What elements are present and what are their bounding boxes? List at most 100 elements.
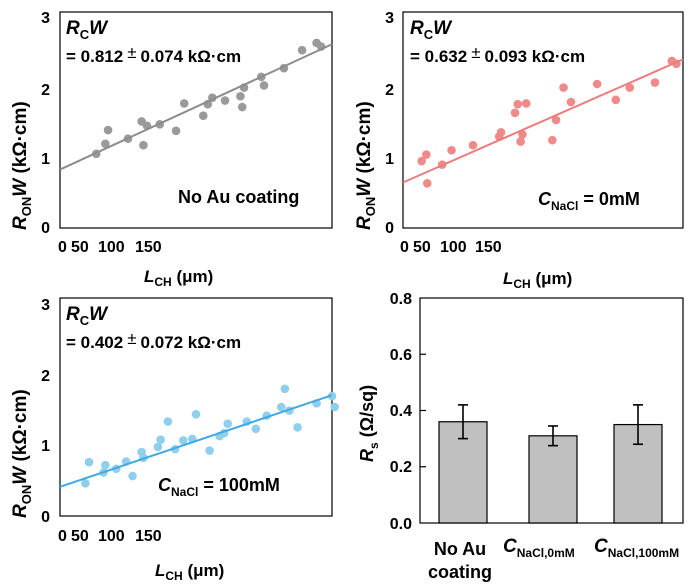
panel-bottom-left: 0 1 2 3 0 50 100 150 LCH (μm) RONW (kΩ·c…	[10, 297, 340, 583]
data-point	[163, 417, 173, 426]
y-tick: 1	[41, 438, 50, 455]
data-point	[625, 83, 635, 92]
y-tick: 0	[41, 509, 50, 526]
y-axis-label: RONW (kΩ·cm)	[10, 101, 34, 230]
x-tick: 100	[98, 528, 125, 545]
data-point	[276, 402, 286, 412]
data-point	[496, 127, 506, 137]
data-point	[103, 125, 113, 135]
data-point	[551, 115, 561, 125]
panel-bottom-right: 0.0 0.2 0.4 0.6 0.8 Rs (Ω/sq) No Au coat…	[357, 291, 684, 582]
x-tick: 100	[440, 239, 467, 256]
panel-top-left: 0 1 2 3 0 50 100 150 LCH (μm) RONW (kΩ·c…	[10, 10, 333, 289]
data-point	[128, 471, 137, 481]
rc-annotation-value: = 0.632 ±0.093 kΩ·cm	[410, 43, 585, 66]
y-tick: 0.6	[390, 347, 412, 364]
data-point	[417, 156, 426, 166]
y-axis-label: RONW (kΩ·cm)	[10, 389, 34, 518]
rc-annotation-label: RCW	[66, 304, 109, 328]
x-tick: 150	[135, 528, 162, 545]
x-tick: 0	[400, 239, 409, 256]
y-tick: 2	[41, 82, 50, 99]
scatter-points	[417, 56, 681, 188]
y-tick: 0.8	[390, 291, 412, 308]
data-point	[468, 140, 478, 150]
data-point	[650, 78, 660, 87]
data-point	[297, 45, 307, 55]
rc-annotation-label: RCW	[66, 18, 109, 42]
data-point	[179, 99, 189, 108]
data-point	[205, 446, 214, 455]
plot-frame	[59, 11, 333, 229]
y-tick: 1	[41, 151, 50, 168]
data-point	[179, 436, 188, 445]
y-tick: 2	[385, 82, 394, 99]
data-point	[611, 95, 621, 105]
data-point	[521, 99, 531, 108]
data-point	[153, 442, 163, 452]
bars	[438, 404, 663, 524]
data-point	[516, 137, 525, 146]
y-tick: 0	[41, 220, 50, 237]
plot-frame	[402, 11, 684, 229]
y-tick: 0.2	[390, 459, 412, 476]
data-point	[237, 102, 247, 112]
y-tick: 2	[41, 368, 50, 385]
bar	[528, 435, 578, 524]
data-point	[592, 79, 602, 89]
data-point	[447, 145, 456, 155]
rc-annotation-label: RCW	[410, 18, 453, 42]
data-point	[510, 108, 520, 118]
data-point	[513, 99, 523, 109]
data-point	[559, 83, 568, 92]
x-tick: 100	[98, 239, 125, 256]
data-point	[293, 423, 302, 432]
x-axis-label: LCH (μm)	[144, 267, 213, 289]
x-tick: 150	[475, 239, 502, 256]
data-point	[518, 130, 527, 139]
data-point	[101, 460, 110, 470]
data-point	[81, 479, 90, 488]
data-point	[251, 424, 261, 434]
fit-line	[59, 43, 333, 171]
fit-line	[402, 58, 684, 184]
y-tick-marks	[420, 353, 426, 468]
y-axis-label: Rs (Ω/sq)	[357, 385, 381, 462]
fit-line	[59, 394, 333, 488]
x-axis-label: LCH (μm)	[503, 269, 572, 291]
x-axis-label: LCH (μm)	[155, 561, 224, 583]
y-tick: 3	[41, 10, 50, 27]
data-point	[220, 96, 230, 105]
category-label: CNaCl,100mM	[594, 536, 679, 560]
data-point	[548, 135, 557, 145]
data-point	[101, 139, 110, 149]
data-point	[139, 140, 148, 150]
data-point	[191, 409, 201, 419]
y-tick: 1	[385, 151, 394, 168]
y-tick: 0.0	[390, 516, 412, 533]
data-point	[566, 97, 576, 107]
y-axis-label: RONW (kΩ·cm)	[354, 101, 378, 230]
x-tick: 50	[413, 239, 431, 256]
category-label: No Au	[434, 539, 486, 559]
data-point	[330, 402, 340, 412]
x-tick: 0	[58, 528, 67, 545]
data-point	[236, 91, 245, 101]
x-tick: 50	[71, 528, 89, 545]
condition-label: No Au coating	[178, 187, 299, 207]
data-point	[223, 419, 233, 429]
data-point	[259, 81, 269, 90]
data-point	[198, 111, 208, 120]
panel-top-right: 0 1 2 3 0 50 100 150 LCH (μm) RONW (kΩ·c…	[354, 10, 684, 291]
x-tick: 0	[58, 239, 67, 256]
condition-label: CNaCl = 0mM	[538, 189, 640, 213]
y-tick: 0	[385, 220, 394, 237]
x-tick: 150	[135, 239, 162, 256]
data-point	[171, 126, 181, 136]
data-point	[280, 384, 290, 394]
rc-annotation-value: = 0.402 ±0.072 kΩ·cm	[66, 329, 241, 352]
y-tick: 3	[385, 10, 394, 27]
data-point	[422, 179, 432, 188]
data-point	[422, 150, 431, 159]
